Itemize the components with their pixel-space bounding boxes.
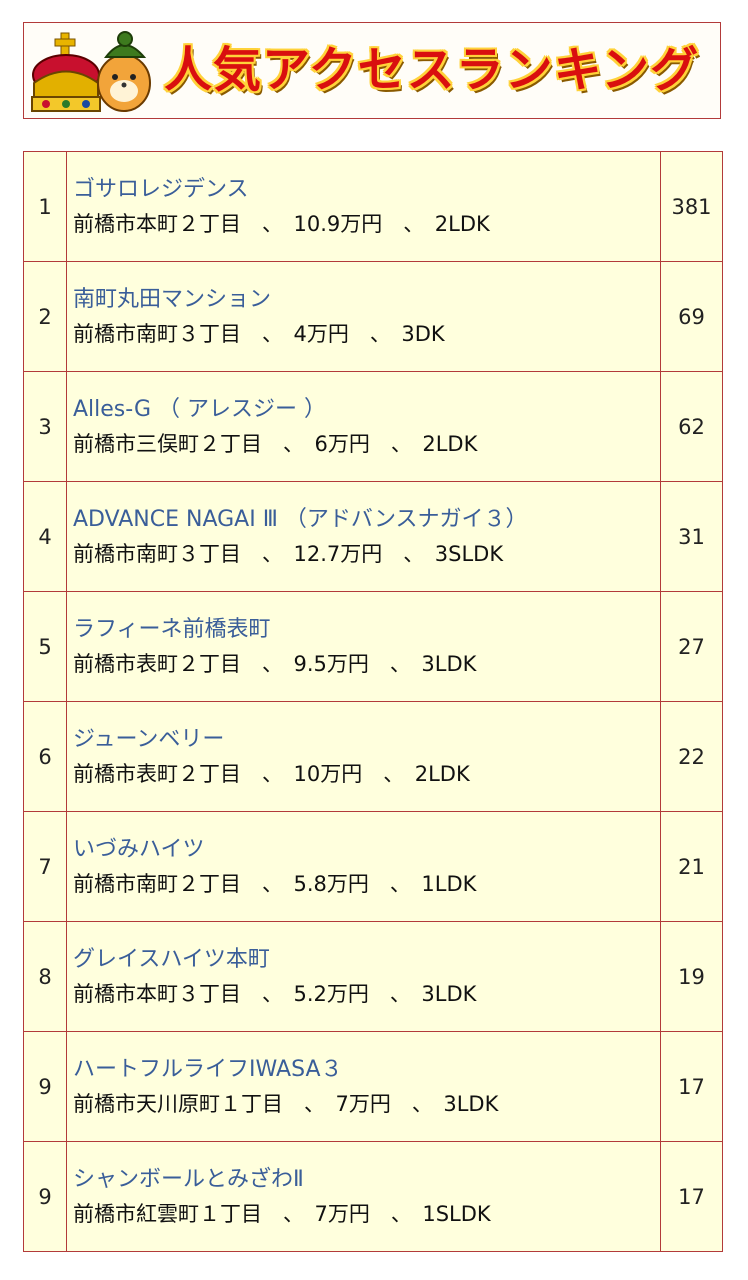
rank-number: 4 [23,481,67,592]
property-detail: 前橋市南町３丁目 、 4万円 、 3DK [73,321,445,346]
property-detail: 前橋市本町２丁目 、 10.9万円 、 2LDK [73,211,490,236]
property-name-link[interactable]: いづみハイツ [73,836,205,862]
property-name-link[interactable]: 南町丸田マンション [73,286,272,312]
property-info: シャンボールとみざわⅡ 前橋市紅雲町１丁目 、 7万円 、 1SLDK [66,1141,661,1252]
ranking-table: 1 ゴサロレジデンス 前橋市本町２丁目 、 10.9万円 、 2LDK 3 8 1 … [23,151,723,1252]
property-name-link[interactable]: グレイスハイツ本町 [73,946,270,972]
table-row: 1 ゴサロレジデンス 前橋市本町２丁目 、 10.9万円 、 2LDK 381 [23,151,723,262]
rank-number: 5 [23,591,67,702]
access-count: 27 [660,591,723,702]
property-name-link[interactable]: ジューンベリー [73,726,225,752]
property-name-link[interactable]: シャンボールとみざわⅡ [73,1166,304,1192]
property-detail: 前橋市南町３丁目 、 12.7万円 、 3SLDK [73,541,504,566]
property-name-link[interactable]: ラフィーネ前橋表町 [73,616,271,642]
rank-number: 7 [23,811,67,922]
table-row: 4 ADVANCE NAGAI Ⅲ （アドバンスナガイ３） 前橋市南町３丁目 、… [23,481,723,592]
rank-number: 3 [23,371,67,482]
property-detail: 前橋市三俣町２丁目 、 6万円 、 2LDK [73,431,478,456]
property-info: ラフィーネ前橋表町 前橋市表町２丁目 、 9.5万円 、 3LDK [66,591,661,702]
property-detail: 前橋市南町２丁目 、 5.8万円 、 1LDK [73,871,477,896]
rank-number: 2 [23,261,67,372]
property-detail: 前橋市本町３丁目 、 5.2万円 、 3LDK [73,981,477,1006]
property-name-link[interactable]: ゴサロレジデンス [73,176,249,202]
table-row: 7 いづみハイツ 前橋市南町２丁目 、 5.8万円 、 1LDK 21 [23,811,723,922]
property-detail: 前橋市表町２丁目 、 9.5万円 、 3LDK [73,651,477,676]
property-name-link[interactable]: ハートフルライフIWASA３ [73,1056,343,1082]
property-name-link[interactable]: Alles-G （ アレスジー ） [73,396,327,422]
rank-number: 8 [23,921,67,1032]
rank-number: 9 [23,1141,67,1252]
access-count: 19 [660,921,723,1032]
property-detail: 前橋市表町２丁目 、 10万円 、 2LDK [73,761,470,786]
access-count: 31 [660,481,723,592]
property-info: グレイスハイツ本町 前橋市本町３丁目 、 5.2万円 、 3LDK [66,921,661,1032]
access-count: 21 [660,811,723,922]
property-info: ADVANCE NAGAI Ⅲ （アドバンスナガイ３） 前橋市南町３丁目 、 1… [66,481,661,592]
banner-title: 人気アクセスランキング [164,42,700,98]
access-count: 22 [660,701,723,812]
property-info: いづみハイツ 前橋市南町２丁目 、 5.8万円 、 1LDK [66,811,661,922]
property-info: ハートフルライフIWASA３ 前橋市天川原町１丁目 、 7万円 、 3LDK [66,1031,661,1142]
property-name-link[interactable]: ADVANCE NAGAI Ⅲ （アドバンスナガイ３） [73,506,528,532]
table-row: 9 シャンボールとみざわⅡ 前橋市紅雲町１丁目 、 7万円 、 1SLDK 17 [23,1141,723,1252]
table-row: 3 Alles-G （ アレスジー ） 前橋市三俣町２丁目 、 6万円 、 2L… [23,371,723,482]
rank-number: 1 [23,151,67,262]
ranking-banner: 人気アクセスランキング [23,22,721,119]
table-row: 5 ラフィーネ前橋表町 前橋市表町２丁目 、 9.5万円 、 3LDK 27 [23,591,723,702]
access-count: 69 [660,261,723,372]
property-info: Alles-G （ アレスジー ） 前橋市三俣町２丁目 、 6万円 、 2LDK [66,371,661,482]
property-detail: 前橋市天川原町１丁目 、 7万円 、 3LDK [73,1091,499,1116]
table-row: 2 南町丸田マンション 前橋市南町３丁目 、 4万円 、 3DK 69 [23,261,723,372]
access-count: 17 [660,1031,723,1142]
table-row: 9 ハートフルライフIWASA３ 前橋市天川原町１丁目 、 7万円 、 3LDK… [23,1031,723,1142]
property-info: ジューンベリー 前橋市表町２丁目 、 10万円 、 2LDK [66,701,661,812]
access-count: 62 [660,371,723,482]
property-info: 南町丸田マンション 前橋市南町３丁目 、 4万円 、 3DK [66,261,661,372]
table-row: 6 ジューンベリー 前橋市表町２丁目 、 10万円 、 2LDK 22 [23,701,723,812]
access-count: 17 [660,1141,723,1252]
access-count: 381 [660,151,723,262]
rank-number: 6 [23,701,67,812]
table-row: 8 グレイスハイツ本町 前橋市本町３丁目 、 5.2万円 、 3LDK 19 [23,921,723,1032]
property-info: ゴサロレジデンス 前橋市本町２丁目 、 10.9万円 、 2LDK [66,151,661,262]
crown-mascot-icon [31,31,151,112]
rank-number: 9 [23,1031,67,1142]
property-detail: 前橋市紅雲町１丁目 、 7万円 、 1SLDK [73,1201,491,1226]
